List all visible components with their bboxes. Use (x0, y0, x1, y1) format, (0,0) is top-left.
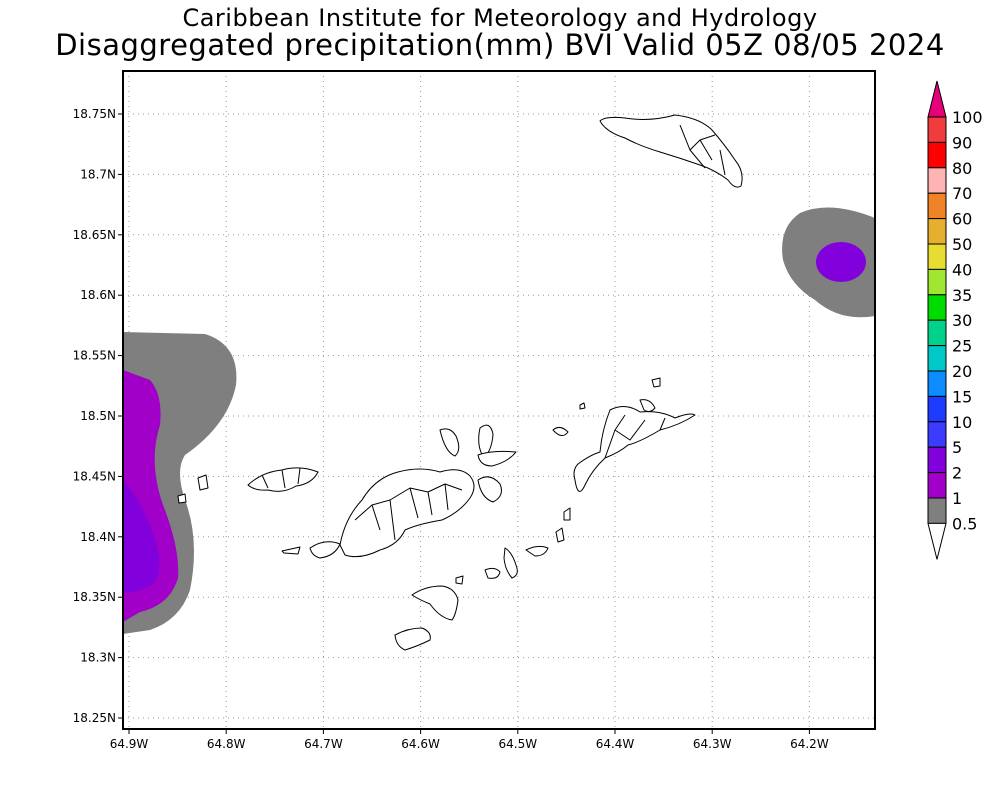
colorbar-swatch (927, 141, 947, 169)
lat-label: 18.55N (73, 349, 116, 363)
island-dead-chest (455, 575, 464, 585)
island-salt (484, 567, 501, 579)
colorbar-swatch (927, 370, 947, 397)
island-broken-jerusalem (563, 507, 571, 521)
island-peter (411, 585, 459, 621)
colorbar-label: 5 (952, 438, 962, 457)
island-jost-van-dyke (247, 467, 319, 492)
island-frenchmans-cay (197, 474, 209, 491)
lon-label: 64.9W (110, 737, 149, 751)
colorbar-label: 30 (952, 311, 972, 330)
colorbar-swatch (927, 345, 947, 372)
colorbar-swatch (927, 472, 947, 499)
colorbar-label: 25 (952, 337, 972, 356)
lat-label: 18.7N (80, 167, 116, 181)
island-tortola (339, 468, 475, 558)
plot-frame (122, 70, 876, 730)
island-great-tobago (177, 493, 187, 504)
lat-label: 18.6N (80, 288, 116, 302)
map-axes: 18.75N 18.7N 18.65N 18.6N 18.55N 18.5N 18.45N 1… (73, 107, 829, 751)
lon-label: 64.7W (304, 737, 343, 751)
island-necker (651, 377, 661, 388)
lat-label: 18.25N (73, 711, 116, 725)
colorbar-swatch (927, 294, 947, 321)
colorbar-label: 100 (952, 108, 983, 127)
precip-area-east-purple (816, 242, 866, 282)
colorbar-swatch (927, 446, 947, 474)
island-cooper (503, 547, 518, 579)
island-ginger (525, 545, 549, 557)
colorbar-swatch (927, 243, 947, 270)
colorbar-label: 35 (952, 286, 972, 305)
colorbar-label: 15 (952, 387, 972, 406)
island-little-thatch (281, 546, 301, 555)
lon-label: 64.6W (401, 737, 440, 751)
islands-layer (177, 114, 743, 651)
lat-label: 18.65N (73, 228, 116, 242)
precip-area-west-core (123, 480, 160, 593)
lat-label: 18.3N (80, 651, 116, 665)
island-round-rock (579, 402, 586, 410)
lat-label: 18.4N (80, 530, 116, 544)
colorbar-swatch (927, 268, 947, 296)
colorbar-swatch (927, 319, 947, 347)
lat-label: 18.5N (80, 409, 116, 423)
lon-label: 64.2W (790, 737, 829, 751)
island-fallen-jerusalem (552, 426, 569, 436)
island-anegada (599, 114, 743, 188)
lat-label: 18.75N (73, 107, 116, 121)
colorbar-label: 10 (952, 413, 972, 432)
colorbar-bottom-arrow (927, 522, 947, 560)
island-mosquito (639, 399, 656, 413)
colorbar-swatch (927, 395, 947, 423)
island-marina-cay (477, 450, 517, 467)
colorbar-label: 80 (952, 159, 972, 178)
colorbar-label: 1 (952, 489, 962, 508)
colorbar-swatch (927, 421, 947, 448)
colorbar-label: 60 (952, 210, 972, 229)
colorbar-label: 2 (952, 464, 962, 483)
colorbar-label: 40 (952, 260, 972, 279)
lon-label: 64.4W (596, 737, 635, 751)
lat-label: 18.35N (73, 590, 116, 604)
colorbar-swatch (927, 167, 947, 194)
island-virgin-gorda (573, 406, 696, 492)
title-line-1: Caribbean Institute for Meteorology and … (182, 4, 818, 32)
graticule-grid (123, 71, 875, 729)
island-great-camanoe (439, 428, 460, 457)
island-west-end-islets (309, 541, 341, 559)
colorbar-label: 0.5 (952, 514, 977, 533)
lon-label: 64.5W (499, 737, 538, 751)
lon-label: 64.3W (693, 737, 732, 751)
colorbar-top-arrow (927, 80, 947, 118)
colorbar-label: 50 (952, 235, 972, 254)
title-line-2: Disaggregated precipitation(mm) BVI Vali… (55, 28, 945, 62)
colorbar-swatch (927, 116, 947, 143)
colorbar-swatch (927, 497, 947, 524)
colorbar-label: 70 (952, 184, 972, 203)
precipitation-field (123, 207, 875, 634)
island-norman (394, 627, 431, 651)
island-scrub-island (478, 424, 494, 459)
lat-label: 18.45N (73, 469, 116, 483)
colorbar-swatch (927, 192, 947, 220)
lon-label: 64.8W (207, 737, 246, 751)
island-guana (477, 476, 502, 503)
colorbar-label: 20 (952, 362, 972, 381)
colorbar-swatch (927, 218, 947, 245)
island-sandy-cay (555, 527, 565, 543)
colorbar-label: 90 (952, 133, 972, 152)
